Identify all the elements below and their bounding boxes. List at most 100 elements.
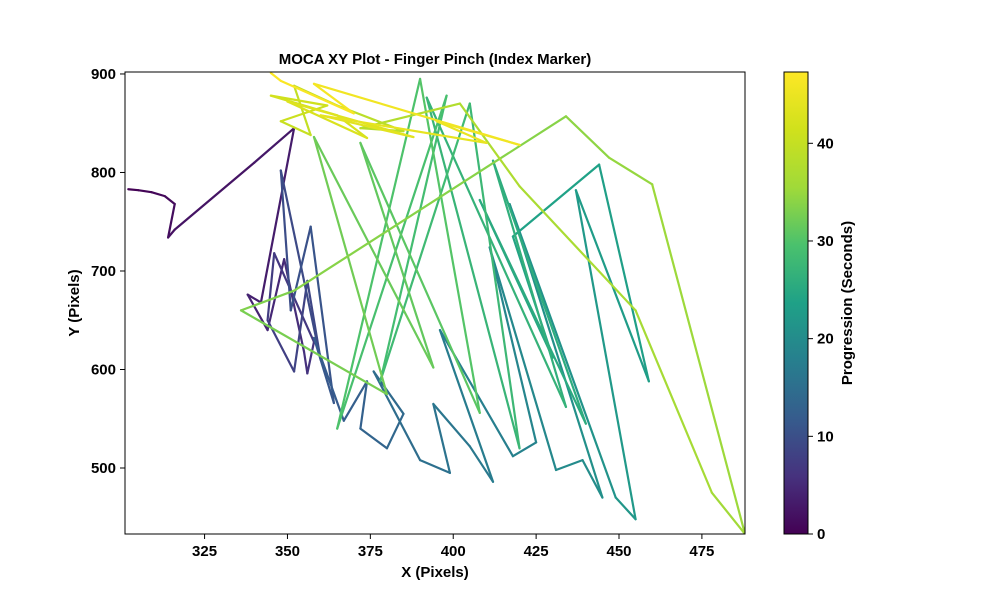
trajectory-segment [279,104,329,123]
trajectory-segment [279,120,312,137]
trajectory-segment [173,161,256,231]
trajectory-segment [511,441,538,458]
trajectory-segment [488,246,538,444]
trajectory-segment [239,289,296,312]
x-tick-label: 375 [358,543,383,560]
trajectory-segment [385,412,405,450]
y-axis: 500 600 700 800 900 [91,66,125,477]
trajectory-segment [253,127,296,164]
colorbar-tick-label: 10 [817,428,834,445]
trajectory-segment [279,169,292,312]
trajectory-segment [614,496,637,521]
trajectory-series [127,72,745,534]
trajectory-segment [438,328,495,483]
trajectory-segment [312,82,521,146]
trajectory-segment [478,198,587,425]
trajectory-segment [292,84,312,137]
trajectory-segment [634,309,713,494]
trajectory-segment [372,370,405,415]
trajectory-segment [342,380,369,422]
y-axis-label: Y (Pixels) [66,269,83,336]
trajectory-segment [564,115,611,159]
trajectory-segment [518,185,637,312]
x-tick-label: 475 [689,543,714,560]
trajectory-segment [269,72,282,82]
colorbar-tick-label: 30 [817,233,834,250]
chart-title: MOCA XY Plot - Finger Pinch (Index Marke… [279,51,592,68]
trajectory-segment [468,102,521,450]
colorbar [783,71,809,535]
trajectory-segment [286,100,369,140]
trajectory-segment [312,135,389,396]
trajectory-segment [651,183,745,534]
colorbar-tick-label: 40 [817,135,834,152]
colorbar-axis: 0 10 20 30 40 [808,135,834,543]
trajectory-segment [312,336,345,422]
colorbar-label: Progression (Seconds) [839,221,856,385]
colorbar-tick-label: 20 [817,331,834,348]
trajectory-segment [167,228,176,239]
trajectory-segment [359,380,369,430]
trajectory-segment [607,156,654,186]
x-axis: 325 350 375 400 425 450 475 [192,534,714,560]
trajectory-segment [581,459,604,499]
trajectory-segment [312,82,355,115]
x-tick-label: 325 [192,543,217,560]
trajectory-segment [458,102,521,188]
trajectory-segment [491,159,568,409]
trajectory-segment [710,491,745,534]
trajectory-segment [418,77,481,414]
trajectory-segment [319,114,488,145]
trajectory-segment [379,94,448,383]
x-tick-label: 450 [606,543,631,560]
trajectory-segment [127,188,140,192]
trajectory-segment [574,189,637,521]
trajectory-segment [246,293,263,304]
trajectory-segment [435,120,488,145]
trajectory-segment [137,189,153,194]
y-tick-label: 600 [91,361,116,378]
trajectory-segment [292,115,568,292]
trajectory-segment [163,195,176,206]
trajectory-segment [359,427,389,450]
trajectory-segment [306,340,316,375]
trajectory-segment [150,191,166,198]
colorbar-tick-label: 0 [817,526,825,543]
trajectory-segment [598,163,650,383]
trajectory-segment [554,459,584,472]
plot-frame [124,71,746,535]
trajectory-segment [309,225,335,405]
trajectory-segment [491,159,587,425]
trajectory-segment [289,225,312,312]
trajectory-segment [432,402,471,448]
trajectory-segment [379,102,471,383]
y-tick-label: 700 [91,263,116,280]
trajectory-segment [292,279,309,373]
y-tick-label: 800 [91,164,116,181]
trajectory-segment [336,77,422,430]
trajectory-segment [269,94,329,107]
trajectory-segment [372,370,422,462]
trajectory-segment [488,246,558,472]
trajectory-segment [511,163,601,238]
trajectory-segment [468,445,495,483]
trajectory-segment [359,141,481,414]
y-tick-label: 500 [91,460,116,477]
x-tick-label: 425 [524,543,549,560]
trajectory-segment [432,402,452,475]
trajectory-segment [259,127,296,304]
trajectory-segment [279,79,355,115]
trajectory-segment [418,459,452,475]
trajectory-segment [359,141,435,369]
trajectory-segment [425,96,521,450]
trajectory-segment [167,202,176,239]
x-tick-label: 350 [275,543,300,560]
trajectory-segment [239,309,389,396]
y-tick-label: 900 [91,66,116,83]
trajectory-segment [508,202,617,499]
trajectory-segment [425,96,568,409]
trajectory-segment [302,350,309,375]
x-tick-label: 400 [441,543,466,560]
